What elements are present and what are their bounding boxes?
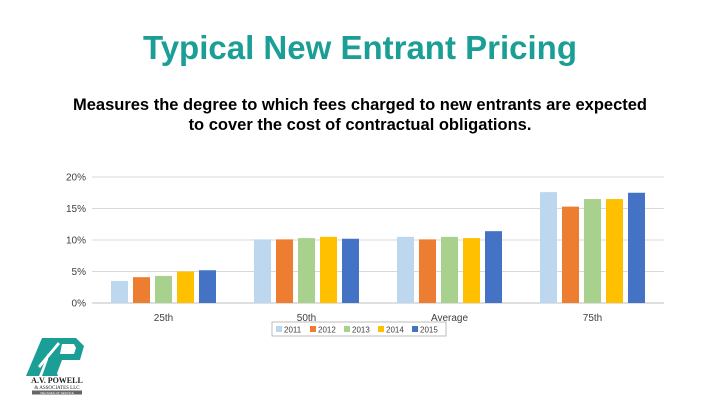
bar-2014: [463, 238, 480, 303]
bar-2013: [155, 275, 172, 303]
bar-2011: [111, 280, 128, 303]
y-tick-label: 5%: [72, 267, 87, 278]
bar-2011: [254, 239, 271, 303]
logo-subname: & ASSOCIATES LLC: [34, 386, 80, 391]
bar-2012: [562, 206, 579, 303]
bar-2012: [133, 277, 150, 303]
legend-label: 2012: [318, 326, 336, 335]
slide-title: Typical New Entrant Pricing: [143, 29, 577, 66]
bar-2013: [298, 238, 315, 303]
legend-swatch: [276, 326, 282, 332]
company-logo: A.V. POWELL & ASSOCIATES LLC DECADES OF …: [26, 338, 84, 395]
x-tick-label: 25th: [154, 313, 173, 324]
legend-label: 2015: [420, 326, 438, 335]
bar-2013: [441, 236, 458, 303]
y-tick-label: 15%: [66, 204, 86, 215]
logo-name: A.V. POWELL: [31, 376, 83, 385]
bar-2015: [342, 238, 359, 303]
bar-2015: [199, 270, 216, 303]
y-tick-label: 10%: [66, 236, 86, 247]
y-tick-label: 0%: [72, 299, 87, 310]
legend-label: 2013: [352, 326, 370, 335]
bar-2012: [419, 239, 436, 303]
x-tick-label: Average: [431, 313, 469, 324]
logo-tagline: DECADES OF SERVICE: [40, 391, 73, 395]
legend-label: 2014: [386, 326, 404, 335]
x-tick-label: 75th: [583, 313, 602, 324]
bar-2011: [540, 192, 557, 303]
legend-swatch: [344, 326, 350, 332]
bar-2015: [485, 231, 502, 303]
bar-2014: [606, 199, 623, 303]
legend-box: [271, 321, 447, 337]
y-tick-label: 20%: [66, 173, 86, 184]
bar-2012: [276, 239, 293, 303]
bar-2011: [397, 236, 414, 303]
legend-swatch: [378, 326, 384, 332]
x-tick-label: 50th: [297, 313, 316, 324]
legend-swatch: [310, 326, 316, 332]
bar-2014: [177, 271, 194, 303]
bar-2015: [628, 192, 645, 303]
bar-2013: [584, 199, 601, 303]
legend-label: 2011: [284, 326, 302, 335]
legend-swatch: [412, 326, 418, 332]
slide-subtitle: Measures the degree to which fees charge…: [72, 96, 648, 134]
bar-2014: [320, 236, 337, 303]
